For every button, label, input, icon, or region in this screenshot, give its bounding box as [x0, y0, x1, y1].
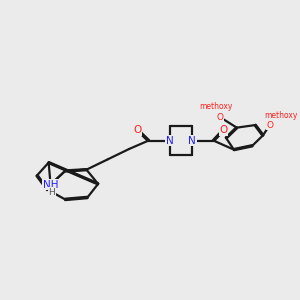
Text: O: O	[266, 121, 273, 130]
Text: NH: NH	[43, 179, 58, 190]
Text: N: N	[188, 136, 196, 146]
Text: methoxy: methoxy	[264, 111, 298, 120]
Text: methoxy: methoxy	[200, 102, 233, 111]
Text: O: O	[134, 125, 142, 135]
Text: N: N	[166, 136, 174, 146]
Text: H: H	[49, 188, 55, 197]
Text: O: O	[219, 125, 227, 135]
Text: O: O	[217, 113, 224, 122]
